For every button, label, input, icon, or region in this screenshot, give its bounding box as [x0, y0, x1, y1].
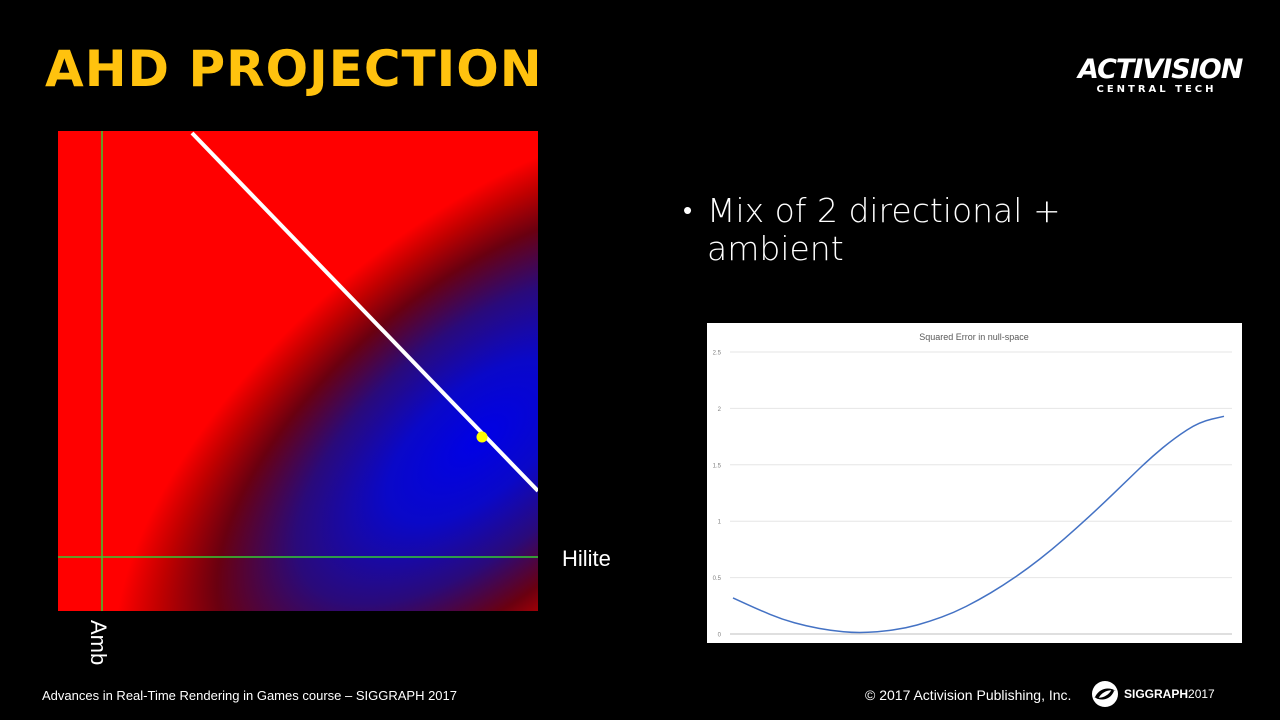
bullet-item: • Mix of 2 directional + ambient: [683, 192, 1133, 268]
siggraph-year: 2017: [1188, 687, 1215, 701]
siggraph-logo: SIGGRAPH2017: [1090, 679, 1220, 709]
siggraph-swirl-icon: [1092, 681, 1118, 707]
logo-line1: ACTIVISION: [1078, 54, 1243, 85]
amb-label: Amb: [86, 620, 111, 666]
chart-y-tick-label: 1.5: [713, 463, 722, 469]
solution-point: [476, 431, 488, 443]
chart-y-tick-label: 0: [718, 633, 722, 639]
siggraph-word: SIGGRAPH: [1124, 687, 1189, 701]
error-chart-svg: Squared Error in null-space 0 0.5 1 1.5 2 2.5: [713, 332, 1232, 639]
bullet-dot: •: [683, 196, 693, 226]
chart-title: Squared Error in null-space: [919, 332, 1029, 342]
heatmap-field: [58, 131, 538, 611]
chart-grid: [730, 351, 1232, 635]
chart-y-tick-label: 2.5: [713, 351, 722, 357]
chart-y-tick-label: 0.5: [713, 576, 722, 582]
chart-series-line: [732, 415, 1225, 634]
ahd-heatmap: [58, 131, 538, 611]
logo-line2: CENTRAL TECH: [1096, 84, 1217, 95]
activision-logo: ACTIVISION CENTRAL TECH: [1078, 54, 1243, 102]
footer-copyright: © 2017 Activision Publishing, Inc.: [865, 687, 1072, 703]
chart-y-tick-label: 1: [718, 520, 722, 526]
siggraph-text: SIGGRAPH2017: [1124, 687, 1215, 701]
bullet-text: Mix of 2 directional + ambient: [707, 191, 1061, 268]
chart-y-tick-label: 2: [718, 407, 722, 413]
footer-course: Advances in Real-Time Rendering in Games…: [42, 688, 457, 703]
chart-y-ticks: 0 0.5 1 1.5 2 2.5: [713, 351, 722, 639]
null-space-line: [190, 131, 538, 493]
hilite-label: Hilite: [562, 546, 611, 571]
error-chart: Squared Error in null-space 0 0.5 1 1.5 2 2.5: [707, 323, 1242, 643]
slide-title: AHD PROJECTION: [45, 40, 543, 98]
